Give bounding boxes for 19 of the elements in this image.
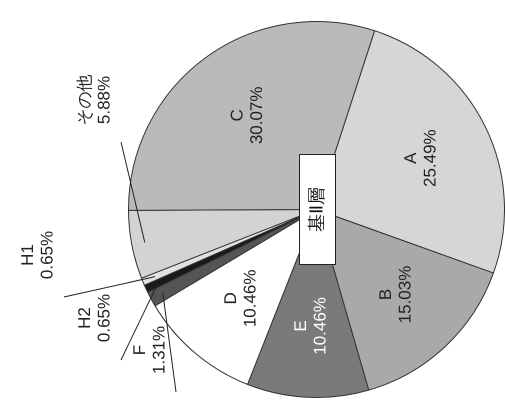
text: 基Ⅱ層 [306,187,326,232]
data-label: 15.03% [396,266,415,324]
slice-label: その他 [74,74,94,126]
data-label: 25.49% [420,129,440,188]
slice-label: E [290,320,310,332]
slice-label: B [376,288,396,300]
slice-label: H1 [18,244,37,266]
slice-label: F [130,344,149,356]
data-label: 5.88% [94,76,114,124]
slice-label: D [220,292,240,304]
data-label: 0.65% [37,230,56,280]
slice-label: C [228,109,247,122]
data-label: 10.46% [310,297,330,355]
data-label: 10.46% [240,269,260,328]
data-label: 30.07% [247,86,266,144]
data-label: 0.65% [94,294,114,342]
data-label: 1.31% [149,326,168,374]
slice-label: A [401,152,420,164]
slice-label: H2 [74,307,94,329]
